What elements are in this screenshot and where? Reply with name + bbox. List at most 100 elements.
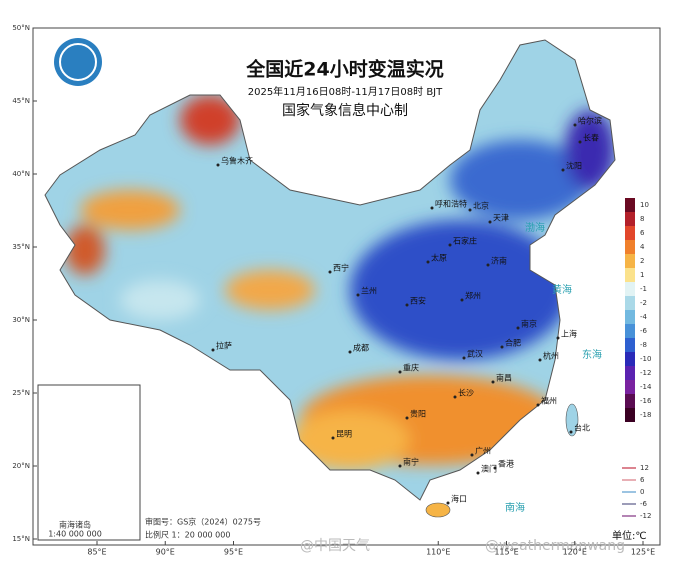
legend-label: 6 <box>640 229 645 237</box>
city-label: 成都 <box>353 343 369 353</box>
sea-label: 东海 <box>582 348 602 361</box>
org: 国家气象信息中心制 <box>282 102 408 119</box>
city-dot <box>500 345 504 349</box>
china-border <box>44 39 616 501</box>
legend-swatch <box>625 198 635 212</box>
city-label: 天津 <box>493 213 509 223</box>
city-label: 南京 <box>521 319 537 329</box>
city-label: 重庆 <box>403 363 419 373</box>
contour-label: -6 <box>640 500 648 508</box>
legend-label: -8 <box>640 341 647 349</box>
legend-swatch <box>625 212 635 226</box>
city-label: 福州 <box>541 397 557 406</box>
taiwan <box>565 403 579 437</box>
lat-label: 15°N <box>12 535 30 543</box>
legend-swatch <box>625 366 635 380</box>
sea-label: 渤海 <box>525 221 545 234</box>
lon-label: 95°E <box>224 548 243 557</box>
legend-swatch <box>625 282 635 296</box>
city-dot <box>331 436 335 440</box>
logo <box>54 38 102 86</box>
city-label: 南昌 <box>496 373 512 383</box>
city-dot <box>448 243 452 247</box>
hainan <box>425 502 451 518</box>
city-dot <box>468 208 472 212</box>
city-label: 香港 <box>498 459 514 469</box>
city-label: 贵阳 <box>410 409 426 419</box>
city-label: 南宁 <box>403 457 419 467</box>
legend-label: 2 <box>640 257 644 265</box>
legend-label: 1 <box>640 271 644 279</box>
city-dot <box>460 298 464 302</box>
contour-label: 6 <box>640 476 645 484</box>
legend-label: 8 <box>640 215 644 223</box>
city-dot <box>328 270 332 274</box>
legend-label: -18 <box>640 411 651 419</box>
legend-label: 10 <box>640 201 649 209</box>
city-label: 石家庄 <box>453 236 477 246</box>
city-dot <box>211 348 215 352</box>
city-dot <box>536 403 540 407</box>
legend-label: -14 <box>640 383 652 391</box>
city-dot <box>398 370 402 374</box>
city-dot <box>573 123 577 127</box>
city-label: 昆明 <box>336 430 352 439</box>
city-dot <box>426 260 430 264</box>
sea-label: 黄海 <box>552 283 572 296</box>
legend-label: 4 <box>640 243 645 251</box>
legend-swatch <box>625 254 635 268</box>
lat-label: 30°N <box>12 316 30 324</box>
lat-label: 45°N <box>12 97 30 105</box>
city-label: 西宁 <box>333 263 349 273</box>
city-label: 呼和浩特 <box>435 199 467 209</box>
city-dot <box>488 220 492 224</box>
city-label: 长春 <box>583 133 599 143</box>
lon-label: 90°E <box>156 548 175 557</box>
note: 比例尺 1：20 000 000 <box>145 530 230 540</box>
city-dot <box>405 416 409 420</box>
city-dot <box>561 168 565 172</box>
legend-swatch <box>625 240 635 254</box>
city-label: 济南 <box>491 256 507 266</box>
city-label: 台北 <box>574 423 590 433</box>
lat-label: 25°N <box>12 389 30 397</box>
lon-label: 125°E <box>631 548 655 557</box>
city-label: 哈尔滨 <box>578 116 602 126</box>
city-label: 长沙 <box>458 388 474 398</box>
city-label: 拉萨 <box>216 341 232 351</box>
city-label: 西安 <box>410 296 426 306</box>
city-label: 广州 <box>475 446 491 456</box>
city-dot <box>462 356 466 360</box>
city-label: 北京 <box>473 201 489 211</box>
city-dot <box>476 471 480 475</box>
legend-swatch <box>625 268 635 282</box>
legend-label: -10 <box>640 355 651 363</box>
city-label: 海口 <box>451 494 467 504</box>
lat-label: 40°N <box>12 170 30 178</box>
sea-label: 南海 <box>505 501 525 514</box>
logo-ring <box>59 43 97 81</box>
title: 全国近24小时变温实况 <box>245 58 443 81</box>
legend-label: -2 <box>640 299 647 307</box>
legend-swatch <box>625 296 635 310</box>
city-label: 上海 <box>561 329 577 339</box>
city-dot <box>453 395 457 399</box>
legend-label: -6 <box>640 327 648 335</box>
city-dot <box>348 350 352 354</box>
lon-label: 85°E <box>87 548 106 557</box>
city-label: 合肥 <box>505 338 521 348</box>
inset-title: 南海诸岛 <box>59 520 91 530</box>
city-label: 沈阳 <box>566 161 582 171</box>
city-dot <box>578 140 582 144</box>
legend-label: -12 <box>640 369 651 377</box>
legend-swatch <box>625 394 635 408</box>
city-dot <box>356 293 360 297</box>
city-dot <box>486 263 490 267</box>
legend-label: -16 <box>640 397 652 405</box>
unit: 单位:℃ <box>612 529 647 542</box>
legend-swatch <box>625 226 635 240</box>
city-dot <box>470 453 474 457</box>
city-dot <box>491 380 495 384</box>
city-dot <box>405 303 409 307</box>
